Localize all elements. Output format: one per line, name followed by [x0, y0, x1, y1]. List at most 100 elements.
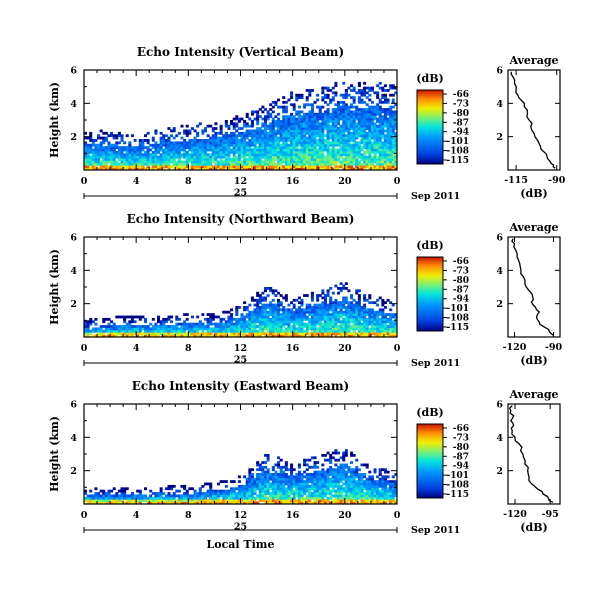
heatmap-cell [97, 492, 101, 495]
heatmap-cell [227, 136, 231, 140]
heatmap-cell [282, 143, 286, 147]
heatmap-cell [183, 162, 187, 166]
heatmap-cell [190, 327, 194, 331]
heatmap-cell [141, 148, 145, 152]
heatmap-cell [313, 136, 317, 140]
heatmap-cell [368, 148, 372, 152]
heatmap-cell [284, 475, 288, 479]
heatmap-cell [373, 141, 377, 145]
heatmap-cell [86, 494, 90, 498]
heatmap-cell [350, 112, 354, 116]
heatmap-cell [295, 313, 299, 316]
heatmap-cell [219, 480, 223, 483]
heatmap-cell [321, 454, 325, 457]
heatmap-cell [164, 155, 168, 159]
heatmap-cell [94, 153, 98, 157]
heatmap-cell [355, 317, 359, 321]
heatmap-cell [331, 499, 335, 503]
heatmap-cell [383, 334, 387, 338]
heatmap-cell [290, 93, 294, 97]
heatmap-cell [347, 315, 351, 319]
heatmap-cell [97, 499, 101, 503]
heatmap-cell [297, 470, 301, 474]
heatmap-cell [250, 298, 254, 302]
heatmap-cell [316, 122, 320, 126]
heatmap-cell [133, 162, 137, 166]
heatmap-cell [154, 150, 158, 154]
heatmap-cell [350, 143, 354, 147]
heatmap-cell [368, 86, 372, 90]
heatmap-cell [381, 146, 385, 149]
heatmap-cell [313, 310, 317, 314]
heatmap-cell [287, 165, 291, 169]
heatmap-cell [326, 499, 330, 503]
heatmap-cell [310, 129, 314, 133]
heatmap-cell [224, 322, 228, 326]
heatmap-cell [386, 146, 390, 149]
heatmap-cell [344, 451, 348, 455]
heatmap-cell [318, 313, 322, 316]
heatmap-cell [284, 477, 288, 481]
heatmap-cell [271, 492, 275, 495]
heatmap-cell [308, 325, 312, 328]
heatmap-cell [282, 141, 286, 145]
heatmap-cell [219, 127, 223, 130]
heatmap-cell [323, 124, 327, 128]
heatmap-cell [305, 315, 309, 319]
heatmap-cell [284, 463, 288, 467]
heatmap-cell [347, 162, 351, 166]
heatmap-cell [373, 322, 377, 326]
heatmap-cell [321, 122, 325, 126]
heatmap-cell [350, 96, 354, 99]
heatmap-cell [284, 315, 288, 319]
heatmap-cell [282, 129, 286, 133]
heatmap-cell [271, 100, 275, 104]
heatmap-cell [230, 327, 234, 331]
heatmap-cell [339, 124, 343, 128]
heatmap-cell [303, 470, 307, 474]
heatmap-cell [214, 136, 218, 140]
heatmap-cell [250, 162, 254, 166]
heatmap-cell [284, 117, 288, 121]
heatmap-cell [263, 470, 267, 474]
heatmap-cell [355, 117, 359, 121]
heatmap-cell [297, 492, 301, 495]
heatmap-cell [365, 158, 369, 161]
heatmap-cell [84, 325, 88, 328]
heatmap-cell [365, 141, 369, 145]
heatmap-cell [107, 146, 111, 149]
heatmap-cell [196, 146, 200, 149]
heatmap-cell [256, 473, 260, 476]
heatmap-cell [376, 136, 380, 140]
heatmap-cell [344, 287, 348, 290]
heatmap-cell [287, 322, 291, 326]
heatmap-cell [214, 315, 218, 319]
heatmap-cell [342, 451, 346, 455]
heatmap-cell [177, 167, 181, 171]
heatmap-cell [172, 492, 176, 495]
heatmap-cell [334, 139, 338, 142]
heatmap-cell [305, 499, 309, 503]
heatmap-cell [339, 153, 343, 157]
heatmap-cell [248, 499, 252, 503]
heatmap-cell [381, 136, 385, 140]
heatmap-cell [334, 162, 338, 166]
heatmap-cell [185, 150, 189, 154]
heatmap-cell [326, 103, 330, 107]
heatmap-cell [389, 129, 393, 133]
heatmap-cell [350, 165, 354, 169]
heatmap-cell [279, 320, 283, 324]
heatmap-cell [185, 160, 189, 164]
heatmap-cell [243, 487, 247, 491]
heatmap-cell [308, 489, 312, 493]
heatmap-cell [323, 489, 327, 493]
heatmap-cell [167, 165, 171, 169]
heatmap-cell [360, 129, 364, 133]
heatmap-cell [274, 477, 278, 481]
heatmap-cell [102, 158, 106, 161]
heatmap-cell [300, 120, 304, 123]
colorbar-swatch [417, 262, 443, 265]
heatmap-cell [243, 492, 247, 495]
heatmap-cell [269, 153, 273, 157]
heatmap-cell [337, 160, 341, 164]
